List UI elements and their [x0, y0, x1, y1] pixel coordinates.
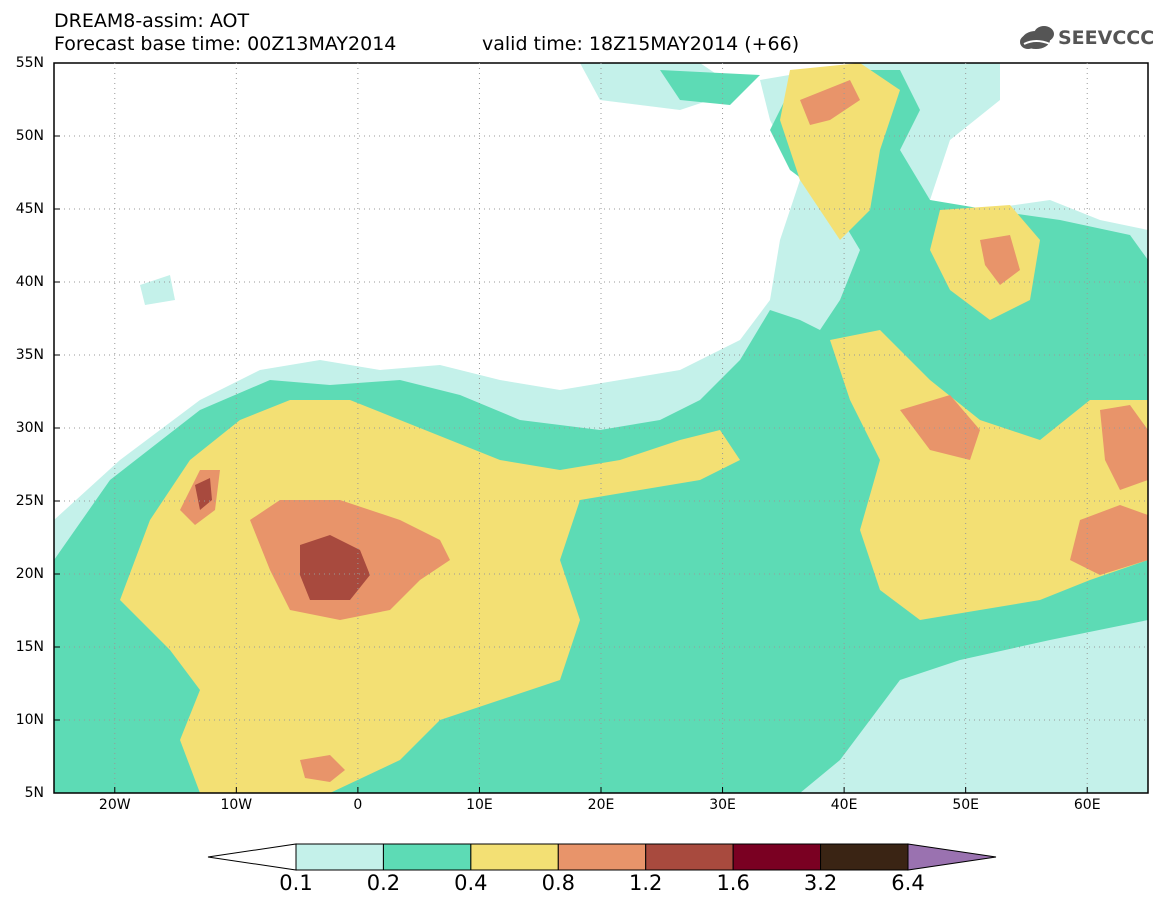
lat-label: 30N [15, 420, 44, 436]
aot-contour-04 [120, 400, 740, 793]
lat-label: 5N [24, 785, 44, 801]
aot-contour-12 [300, 535, 370, 600]
colorbar-label: 1.2 [629, 871, 663, 895]
base-time: Forecast base time: 00Z13MAY2014 [54, 33, 397, 55]
lat-label: 20N [15, 566, 44, 582]
colorbar-swatch [820, 843, 909, 871]
lat-label: 40N [15, 274, 44, 290]
lat-label: 55N [15, 55, 44, 71]
colorbar-label: 3.2 [803, 871, 838, 895]
colorbar-high-triangle [907, 843, 997, 871]
colorbar-label: 0.1 [279, 871, 313, 895]
colorbar-swatch [732, 843, 822, 871]
lat-label: 35N [15, 347, 44, 363]
axis-ticks [54, 62, 1088, 794]
colorbar-swatch [557, 843, 647, 871]
lat-label: 25N [15, 493, 44, 509]
colorbar-swatch [382, 843, 472, 871]
logo-text: SEEVCCC [1058, 27, 1155, 49]
cloud-logo-icon [1020, 26, 1054, 49]
lon-label: 30E [709, 797, 736, 813]
lon-label: 60E [1073, 797, 1101, 813]
lat-label: 15N [15, 639, 44, 655]
valid-time: valid time: 18Z15MAY2014 (+66) [482, 33, 800, 55]
lon-label: 40E [830, 797, 858, 813]
lon-label: 20E [587, 797, 615, 813]
colorbar-swatch [645, 843, 734, 871]
map-title: DREAM8-assim: AOT [54, 10, 250, 32]
lat-label: 10N [15, 712, 44, 728]
lon-label: 50E [952, 797, 979, 813]
lon-label: 10E [466, 797, 493, 813]
colorbar-low-triangle [207, 843, 297, 871]
gridlines [54, 63, 1148, 793]
lon-label: 20W [98, 797, 131, 813]
lon-label: 10W [220, 797, 253, 813]
lon-label: 0 [353, 797, 363, 813]
colorbar-label: 0.2 [366, 871, 401, 895]
colorbar-label: 1.6 [716, 871, 750, 895]
colorbar-label: 0.8 [541, 871, 575, 895]
lat-label: 45N [15, 201, 44, 217]
colorbar-label: 6.4 [891, 871, 925, 895]
colorbar-swatch [295, 843, 384, 871]
lat-label: 50N [15, 128, 44, 144]
colorbar-label: 0.4 [454, 871, 488, 895]
colorbar-swatch [470, 843, 559, 871]
colorbar [207, 843, 997, 871]
